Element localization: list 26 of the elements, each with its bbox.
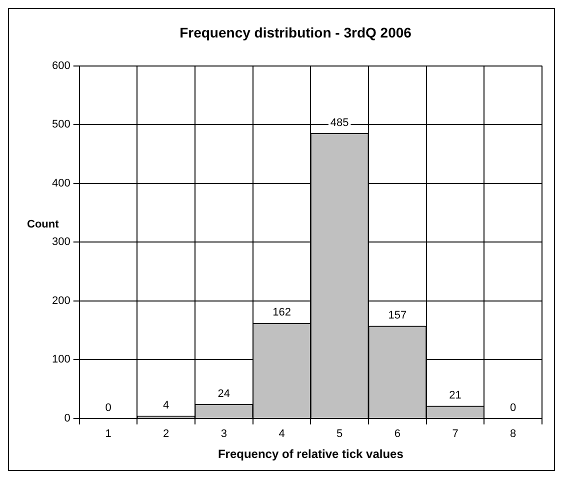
y-axis-title: Count [27,218,60,230]
x-tick-label: 8 [510,428,516,440]
data-label: 0 [105,402,112,414]
data-label: 0 [510,402,516,414]
data-label: 162 [272,306,291,319]
y-tick-label: 100 [52,354,70,366]
x-tick-label: 7 [452,428,458,440]
x-tick-label: 1 [105,428,112,440]
x-tick-label: 5 [336,428,343,440]
x-tick-label: 6 [394,428,400,440]
data-label: 157 [388,310,407,322]
x-axis-title: Frequency of relative tick values [218,447,404,462]
data-label: 24 [218,388,230,400]
data-label: 4 [163,400,170,412]
x-tick-label: 3 [220,428,227,440]
x-tick-label: 2 [163,428,170,440]
y-tick-label: 300 [52,236,70,248]
chart-title: Frequency distribution - 3rdQ 2006 [180,24,412,40]
data-label: 485 [330,116,349,129]
y-tick-label: 500 [52,118,70,131]
y-tick-label: 400 [52,177,70,190]
data-label: 21 [449,390,462,402]
y-tick-label: 200 [52,294,70,307]
y-tick-label: 600 [52,60,70,72]
x-tick-label: 4 [278,428,285,440]
y-tick-label: 0 [64,412,70,424]
